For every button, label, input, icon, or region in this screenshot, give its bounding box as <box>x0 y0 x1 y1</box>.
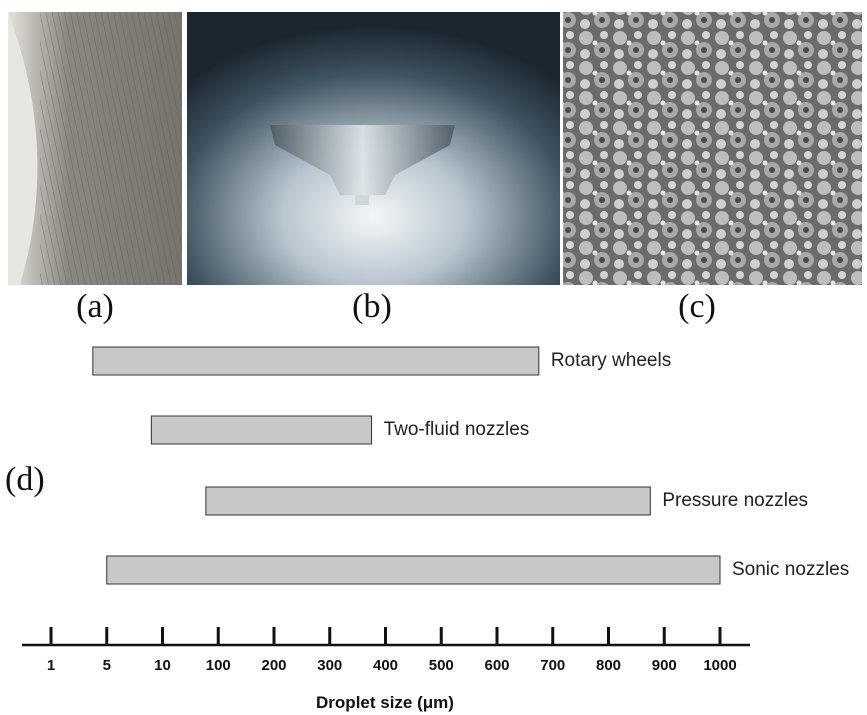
x-tick-label: 5 <box>103 657 111 674</box>
range-bar <box>93 347 539 375</box>
range-bar <box>107 556 720 584</box>
range-bar <box>151 416 371 444</box>
x-tick-label: 1 <box>47 657 55 674</box>
panel-label: (c) <box>678 288 716 325</box>
x-axis-title: Droplet size (μm) <box>316 693 454 712</box>
x-tick-label: 10 <box>154 657 171 674</box>
photo-c <box>563 12 862 285</box>
x-tick-label: 100 <box>206 657 231 674</box>
x-tick-label: 1000 <box>703 657 736 674</box>
bar-label: Two-fluid nozzles <box>384 419 530 440</box>
x-tick-label: 200 <box>261 657 286 674</box>
x-tick-label: 300 <box>317 657 342 674</box>
range-bar <box>206 487 650 515</box>
panel-label: (d) <box>5 461 45 498</box>
x-tick-label: 700 <box>540 657 565 674</box>
bar-label: Pressure nozzles <box>662 490 808 511</box>
bar-label: Rotary wheels <box>551 350 671 371</box>
x-tick-label: 800 <box>596 657 621 674</box>
bar-label: Sonic nozzles <box>732 559 849 580</box>
x-tick-label: 900 <box>652 657 677 674</box>
figure: (a) (b) (c) (d) Droplet size (μm) 1 5 10 10… <box>0 0 867 715</box>
photo-b-tip <box>355 195 369 205</box>
x-tick-label: 500 <box>429 657 454 674</box>
panel-label: (a) <box>76 288 114 325</box>
photo-a-texture <box>40 12 182 285</box>
x-tick-label: 400 <box>373 657 398 674</box>
panel-label: (b) <box>352 288 392 325</box>
x-tick-label: 600 <box>484 657 509 674</box>
